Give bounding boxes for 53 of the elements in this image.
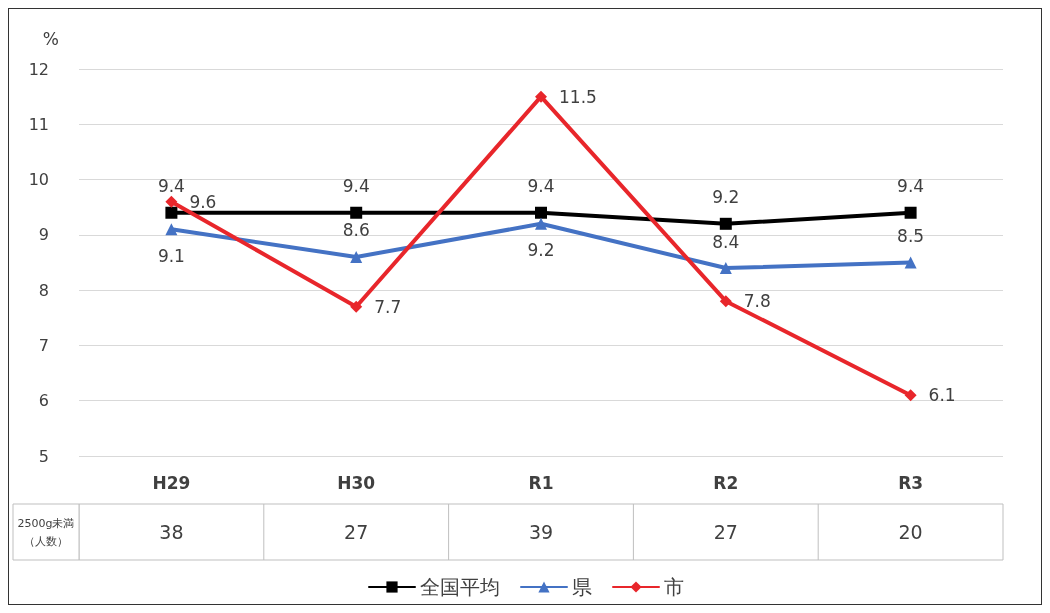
y-tick-label: 8 xyxy=(38,280,49,300)
y-tick-label: 9 xyxy=(38,225,49,245)
point xyxy=(719,217,732,230)
y-tick-label: 6 xyxy=(38,391,49,411)
point xyxy=(719,295,732,308)
data-label: 6.1 xyxy=(928,385,956,406)
data-label: 11.5 xyxy=(559,86,597,107)
point xyxy=(350,206,363,219)
data-label: 9.2 xyxy=(527,240,555,261)
point xyxy=(535,90,547,103)
x-tick-label: R3 xyxy=(898,472,924,493)
y-axis-title: % xyxy=(42,28,59,49)
legend-label: 全国平均 xyxy=(420,575,500,599)
data-label: 7.7 xyxy=(374,296,402,317)
point xyxy=(535,206,547,219)
y-tick-label: 11 xyxy=(28,114,49,134)
data-label: 9.4 xyxy=(342,176,370,197)
x-tick-label: R1 xyxy=(528,472,554,493)
text: 2500g未満（人数） xyxy=(17,516,75,548)
point xyxy=(904,256,917,269)
x-tick-label: H30 xyxy=(337,472,376,493)
point xyxy=(165,223,178,236)
data-label: 8.5 xyxy=(897,226,925,246)
x-tick-label: H29 xyxy=(152,472,191,493)
point xyxy=(535,217,547,230)
text: 20 xyxy=(898,521,923,543)
point xyxy=(719,262,732,275)
y-tick-label: 7 xyxy=(38,335,49,355)
text: 27 xyxy=(344,521,369,543)
data-label: 9.2 xyxy=(712,187,740,208)
y-tick-label: 12 xyxy=(28,59,49,79)
data-label: 8.6 xyxy=(342,220,370,241)
point xyxy=(350,300,363,313)
data-label: 9.1 xyxy=(157,245,185,266)
point xyxy=(165,195,178,208)
data-label: 8.4 xyxy=(712,231,740,252)
text: 38 xyxy=(159,521,184,543)
data-label: 9.4 xyxy=(527,176,555,197)
point xyxy=(904,206,917,219)
legend-label: 県 xyxy=(572,575,592,599)
data-label: 9.6 xyxy=(189,191,217,212)
point xyxy=(165,206,178,219)
text: 39 xyxy=(528,521,554,543)
point xyxy=(904,389,917,402)
text: 27 xyxy=(713,521,738,543)
data-label: 9.4 xyxy=(157,176,185,197)
y-tick-label: 5 xyxy=(38,446,49,466)
data-label: 7.8 xyxy=(743,291,771,312)
x-tick-label: R2 xyxy=(713,472,739,493)
data-label: 9.4 xyxy=(897,176,925,197)
y-tick-label: 10 xyxy=(28,170,49,190)
legend-label: 市 xyxy=(664,575,684,599)
point xyxy=(350,250,363,263)
